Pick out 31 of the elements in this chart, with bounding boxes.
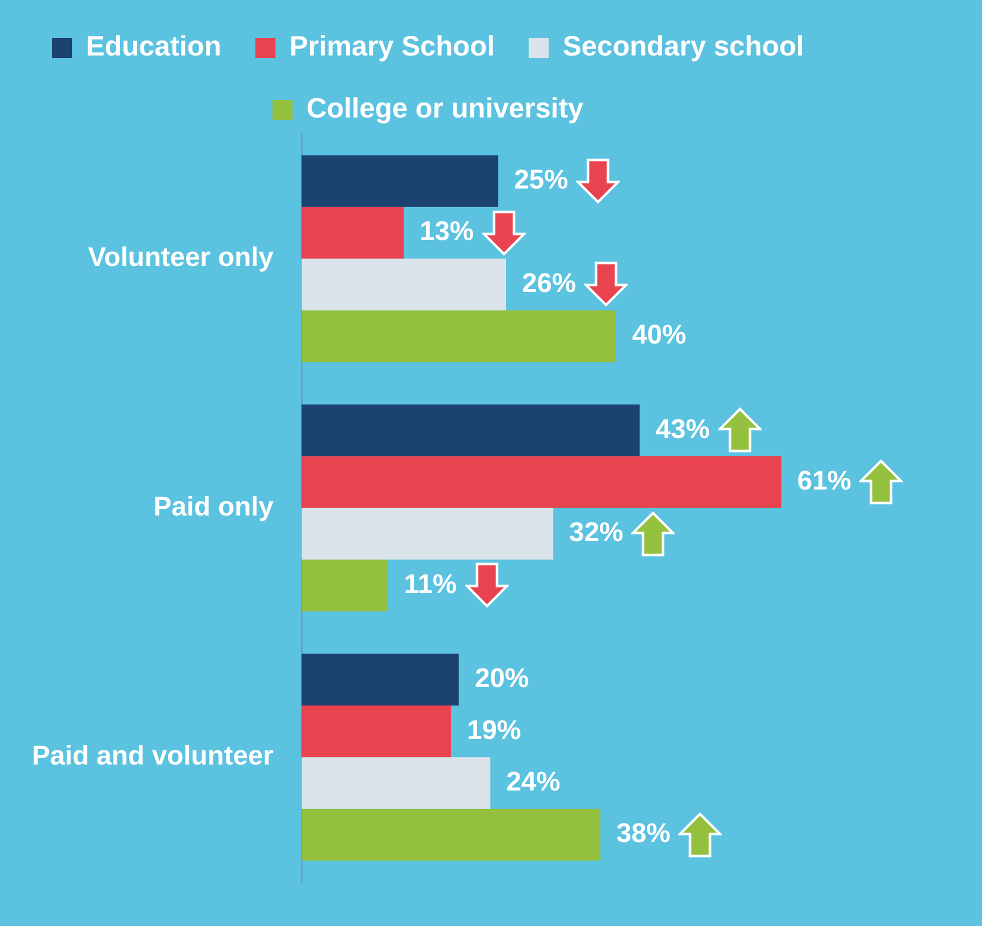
data-label: 38% <box>616 818 670 848</box>
bar <box>302 508 554 560</box>
bar <box>302 456 782 508</box>
bar <box>302 757 490 809</box>
data-label: 19% <box>466 714 522 745</box>
data-label: 32% <box>569 517 624 548</box>
data-label: 43% <box>656 414 710 444</box>
data-label: 61% <box>797 465 852 496</box>
bar <box>302 155 498 207</box>
legend-label: Secondary school <box>562 30 804 62</box>
bar <box>302 654 459 706</box>
legend-label: College or university <box>306 92 584 124</box>
y-tick-label: Paid only <box>154 491 274 522</box>
bar <box>302 310 616 362</box>
legend-label: Primary School <box>289 30 495 62</box>
bar <box>302 258 506 310</box>
data-label: 24% <box>506 766 560 796</box>
y-tick-label: Paid and volunteer <box>32 740 274 771</box>
data-label: 26% <box>522 268 576 298</box>
data-label: 20% <box>474 663 529 694</box>
bar <box>302 206 404 259</box>
bar <box>302 808 600 861</box>
legend-label: Education <box>86 30 222 62</box>
data-label: 13% <box>420 216 474 246</box>
data-label: 25% <box>514 164 568 194</box>
bar <box>302 560 388 612</box>
data-label: 11% <box>404 568 457 599</box>
bar <box>302 404 640 456</box>
bar <box>302 705 451 758</box>
y-tick-label: Volunteer only <box>88 242 274 272</box>
data-label: 40% <box>632 320 686 350</box>
